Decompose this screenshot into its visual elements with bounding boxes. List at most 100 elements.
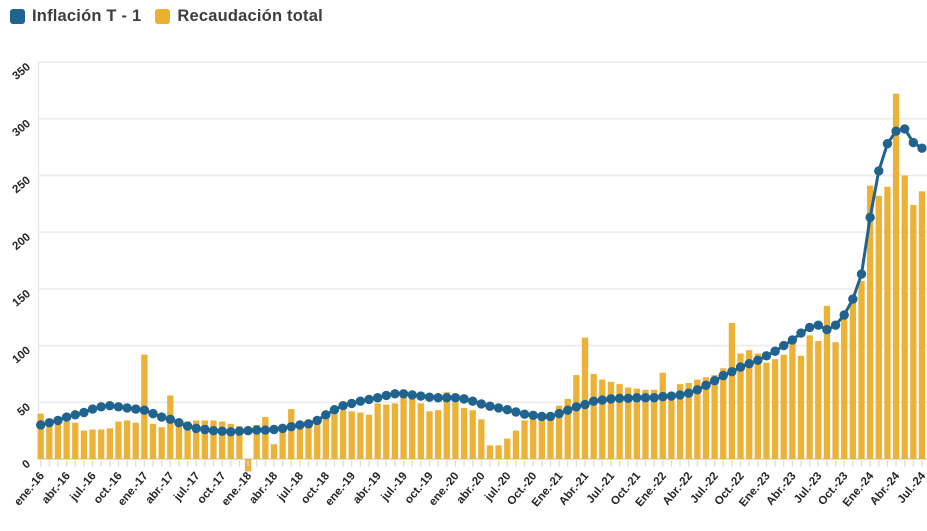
bar[interactable] bbox=[547, 417, 554, 459]
bar[interactable] bbox=[676, 384, 684, 459]
data-point[interactable] bbox=[709, 376, 720, 386]
data-point[interactable] bbox=[61, 412, 72, 422]
data-point[interactable] bbox=[364, 394, 374, 405]
bar[interactable] bbox=[746, 350, 753, 459]
bar[interactable] bbox=[590, 373, 597, 459]
data-point[interactable] bbox=[735, 362, 746, 372]
bar[interactable] bbox=[218, 421, 226, 459]
bar[interactable] bbox=[875, 195, 882, 460]
bar[interactable] bbox=[495, 445, 502, 459]
bar[interactable] bbox=[823, 305, 831, 459]
data-point[interactable] bbox=[433, 393, 443, 403]
data-point[interactable] bbox=[468, 396, 478, 406]
bar[interactable] bbox=[305, 420, 312, 459]
bar[interactable] bbox=[434, 410, 442, 459]
bar[interactable] bbox=[918, 191, 926, 459]
bar[interactable] bbox=[512, 430, 520, 459]
bar[interactable] bbox=[581, 337, 589, 459]
bar[interactable] bbox=[383, 404, 390, 459]
bar[interactable] bbox=[469, 410, 476, 459]
bar[interactable] bbox=[279, 426, 286, 459]
bar[interactable] bbox=[253, 424, 260, 459]
data-point[interactable] bbox=[174, 418, 184, 428]
data-point[interactable] bbox=[804, 322, 815, 333]
bar[interactable] bbox=[54, 421, 62, 459]
bar[interactable] bbox=[685, 383, 692, 459]
data-point[interactable] bbox=[640, 393, 651, 403]
bar[interactable] bbox=[210, 420, 217, 459]
data-point[interactable] bbox=[424, 392, 435, 402]
bar[interactable] bbox=[633, 388, 641, 459]
data-point[interactable] bbox=[813, 320, 823, 330]
bar[interactable] bbox=[391, 403, 399, 459]
data-point[interactable] bbox=[917, 143, 927, 153]
bar[interactable] bbox=[37, 413, 44, 459]
bar[interactable] bbox=[771, 359, 779, 459]
bar[interactable] bbox=[46, 423, 53, 459]
bar[interactable] bbox=[452, 402, 459, 459]
bar[interactable] bbox=[63, 421, 70, 459]
data-point[interactable] bbox=[381, 390, 391, 401]
bar[interactable] bbox=[201, 420, 209, 459]
legend-item-recaudacion[interactable]: Recaudación total bbox=[155, 7, 323, 26]
data-point[interactable] bbox=[908, 137, 919, 148]
data-point[interactable] bbox=[528, 410, 538, 421]
data-point[interactable] bbox=[882, 138, 893, 149]
bar[interactable] bbox=[348, 411, 355, 459]
data-point[interactable] bbox=[269, 424, 279, 435]
bar[interactable] bbox=[374, 403, 381, 459]
bar[interactable] bbox=[625, 387, 632, 459]
bar[interactable] bbox=[460, 407, 468, 459]
data-point[interactable] bbox=[485, 401, 495, 411]
data-point[interactable] bbox=[321, 410, 331, 420]
bar[interactable] bbox=[115, 421, 122, 459]
bar[interactable] bbox=[400, 395, 407, 459]
data-point[interactable] bbox=[243, 425, 253, 436]
data-point[interactable] bbox=[450, 393, 461, 403]
data-point[interactable] bbox=[372, 393, 383, 403]
data-point[interactable] bbox=[865, 212, 875, 223]
data-point[interactable] bbox=[295, 420, 305, 430]
data-point[interactable] bbox=[234, 426, 245, 436]
data-point[interactable] bbox=[822, 324, 832, 335]
data-point[interactable] bbox=[632, 393, 642, 403]
bar[interactable] bbox=[98, 429, 105, 459]
bar[interactable] bbox=[158, 427, 165, 459]
bar[interactable] bbox=[780, 354, 787, 459]
bar[interactable] bbox=[607, 381, 615, 459]
data-point[interactable] bbox=[537, 411, 547, 422]
data-point[interactable] bbox=[796, 328, 806, 338]
bar[interactable] bbox=[884, 186, 891, 459]
data-point[interactable] bbox=[761, 351, 772, 361]
data-point[interactable] bbox=[165, 414, 175, 424]
data-point[interactable] bbox=[390, 389, 400, 399]
data-point[interactable] bbox=[891, 126, 901, 136]
data-point[interactable] bbox=[502, 404, 512, 415]
bar[interactable] bbox=[426, 411, 433, 459]
data-point[interactable] bbox=[156, 412, 167, 422]
data-point[interactable] bbox=[666, 391, 677, 401]
data-point[interactable] bbox=[355, 396, 366, 406]
bar[interactable] bbox=[659, 372, 666, 459]
data-point[interactable] bbox=[398, 389, 409, 399]
data-point[interactable] bbox=[87, 404, 98, 414]
data-point[interactable] bbox=[787, 335, 798, 345]
data-point[interactable] bbox=[105, 400, 115, 411]
bar[interactable] bbox=[599, 379, 606, 459]
bar[interactable] bbox=[702, 377, 710, 459]
data-point[interactable] bbox=[874, 166, 884, 176]
data-point[interactable] bbox=[131, 404, 141, 414]
bar[interactable] bbox=[832, 342, 839, 459]
bar[interactable] bbox=[866, 185, 874, 459]
bar[interactable] bbox=[694, 379, 701, 459]
data-point[interactable] bbox=[684, 388, 694, 398]
data-point[interactable] bbox=[277, 423, 288, 434]
data-point[interactable] bbox=[139, 405, 150, 415]
data-point[interactable] bbox=[658, 391, 668, 402]
data-point[interactable] bbox=[79, 407, 89, 418]
bar[interactable] bbox=[858, 280, 865, 459]
data-point[interactable] bbox=[649, 393, 659, 403]
bar[interactable] bbox=[892, 93, 900, 459]
bar[interactable] bbox=[521, 420, 528, 459]
data-point[interactable] bbox=[830, 320, 841, 330]
